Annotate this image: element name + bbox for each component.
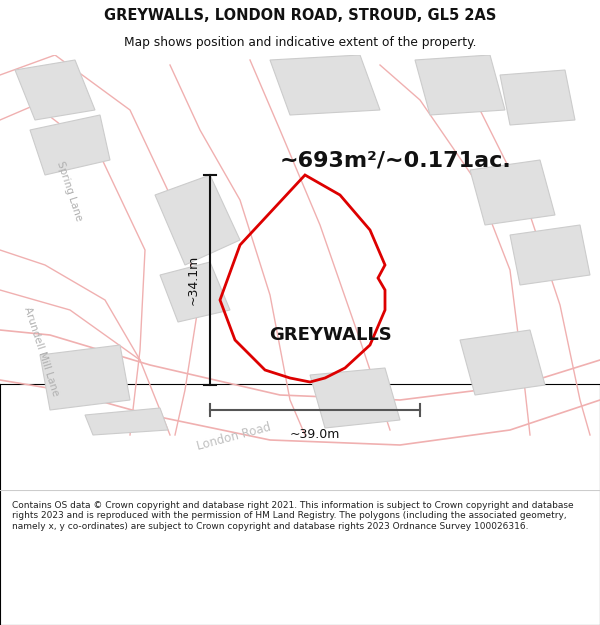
Text: ~39.0m: ~39.0m [290,428,340,441]
Polygon shape [510,225,590,285]
Text: Spring Lane: Spring Lane [55,160,84,222]
Polygon shape [155,175,240,265]
Polygon shape [310,368,400,428]
Polygon shape [270,55,380,115]
Polygon shape [15,60,95,120]
Polygon shape [500,70,575,125]
Polygon shape [40,345,130,410]
Polygon shape [30,115,110,175]
Polygon shape [415,55,505,115]
Text: London Road: London Road [195,421,272,453]
Polygon shape [470,160,555,225]
Text: Contains OS data © Crown copyright and database right 2021. This information is : Contains OS data © Crown copyright and d… [12,501,574,531]
Text: Map shows position and indicative extent of the property.: Map shows position and indicative extent… [124,36,476,49]
Text: ~693m²/~0.171ac.: ~693m²/~0.171ac. [280,150,512,170]
Polygon shape [160,262,230,322]
Polygon shape [460,330,545,395]
Text: Arundell Mill Lane: Arundell Mill Lane [22,305,61,397]
Text: GREYWALLS, LONDON ROAD, STROUD, GL5 2AS: GREYWALLS, LONDON ROAD, STROUD, GL5 2AS [104,8,496,23]
Text: ~34.1m: ~34.1m [187,255,200,305]
Text: GREYWALLS: GREYWALLS [269,326,391,344]
Polygon shape [85,408,168,435]
